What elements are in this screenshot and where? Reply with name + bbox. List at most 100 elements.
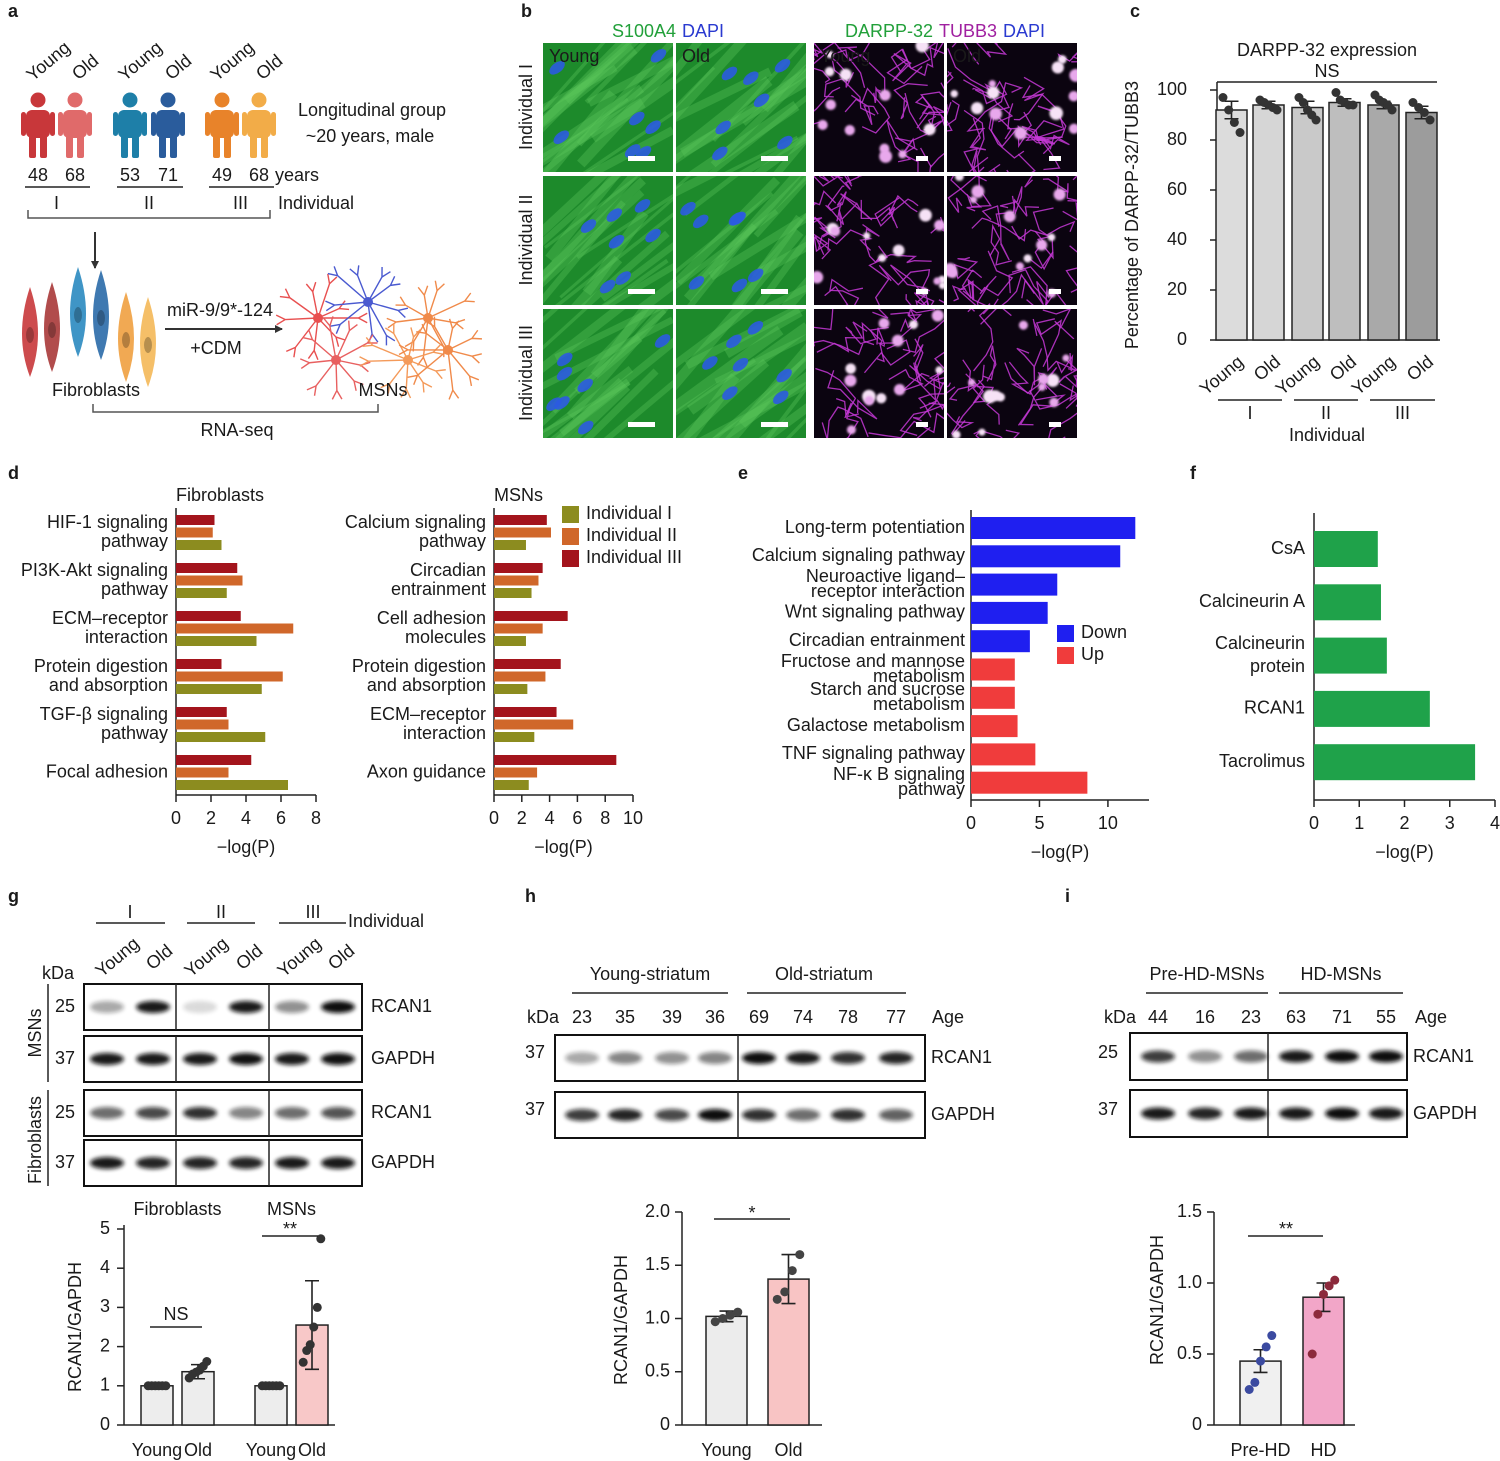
- soma: [1068, 90, 1077, 102]
- category-label: interaction: [85, 627, 168, 647]
- cell-fiber: [555, 377, 626, 438]
- data-point: [1224, 105, 1234, 115]
- category-label: Long-term potentiation: [785, 517, 965, 537]
- cell-fiber: [568, 384, 631, 438]
- bar: [176, 540, 222, 550]
- person-arm: [21, 112, 26, 136]
- cell-fiber: [758, 403, 806, 438]
- neurite: [1042, 309, 1075, 340]
- cell-fiber: [725, 343, 806, 438]
- legend-swatch: [1057, 625, 1074, 642]
- label: Fibroblasts: [25, 1096, 45, 1184]
- dendrite: [325, 300, 369, 312]
- protein-label: GAPDH: [931, 1104, 995, 1124]
- neurite: [912, 382, 944, 422]
- micrograph: [947, 176, 1077, 305]
- cell-fiber: [543, 97, 629, 164]
- scale-bar: [1049, 289, 1061, 294]
- bar: [1302, 1296, 1345, 1426]
- bar: [971, 715, 1018, 738]
- dendrite: [330, 301, 369, 334]
- blot-band: [655, 1109, 689, 1121]
- x-tick-label: 2: [1399, 813, 1409, 833]
- dendrite: [386, 317, 429, 329]
- nucleus: [774, 58, 791, 73]
- neurite: [845, 326, 889, 345]
- neurite: [844, 402, 860, 438]
- x-tick-label: 0: [171, 808, 181, 828]
- row-label: Individual I: [516, 64, 536, 150]
- bar: [176, 755, 252, 765]
- person-leg: [250, 134, 257, 158]
- cell-fiber: [587, 56, 673, 107]
- cell-fiber: [687, 223, 757, 305]
- blot-band: [1279, 1050, 1313, 1063]
- soma: [423, 313, 433, 323]
- soma: [846, 425, 856, 435]
- bar: [971, 658, 1015, 681]
- person-body: [156, 110, 180, 138]
- cell-fiber: [600, 242, 673, 302]
- bar: [176, 671, 283, 682]
- cell-fiber: [724, 309, 803, 359]
- category-label: Tacrolimus: [1219, 751, 1305, 771]
- cell-fiber: [571, 255, 623, 305]
- blot-band: [1188, 1050, 1222, 1063]
- panel-letter: h: [525, 886, 536, 906]
- category-label: and absorption: [367, 675, 486, 695]
- soma: [403, 355, 413, 365]
- x-tick-label: 0: [489, 808, 499, 828]
- soma: [1053, 188, 1066, 201]
- bar: [1291, 106, 1324, 341]
- nucleus: [743, 71, 759, 86]
- neurite: [814, 309, 834, 347]
- kda: 25: [1098, 1042, 1118, 1062]
- neurite: [984, 83, 1014, 123]
- label: Individual: [348, 911, 424, 931]
- cell-fiber: [543, 176, 639, 284]
- annotation: *: [748, 1203, 755, 1223]
- neurite: [1008, 361, 1047, 396]
- panel-letter: f: [1190, 463, 1197, 483]
- neurite: [989, 223, 1012, 266]
- blot-band: [1279, 1107, 1313, 1120]
- label: Young-striatum: [590, 964, 710, 984]
- scale-bar: [1049, 156, 1061, 161]
- micrograph-bg: [947, 309, 1077, 438]
- category-label: CsA: [1271, 538, 1305, 558]
- micrograph: [676, 176, 806, 305]
- person-body: [118, 110, 142, 138]
- bar: [176, 707, 227, 717]
- x-tick-label: 6: [276, 808, 286, 828]
- cell-fiber: [559, 337, 673, 436]
- x-tick-label: 0: [966, 813, 976, 833]
- cell-fiber: [676, 43, 703, 77]
- blot-band: [136, 1107, 170, 1119]
- neurite: [844, 98, 879, 125]
- bar: [1328, 101, 1361, 341]
- protein-label: RCAN1: [371, 996, 432, 1016]
- nucleus: [48, 322, 56, 338]
- label: Fibroblasts: [52, 380, 140, 400]
- cell-fiber: [742, 64, 806, 126]
- soma: [931, 309, 944, 322]
- blot-band: [1369, 1050, 1403, 1063]
- soma: [978, 428, 986, 436]
- neurite: [1013, 76, 1045, 121]
- person-arm: [87, 112, 92, 136]
- cell-fiber: [676, 176, 717, 197]
- micrograph: [676, 43, 806, 172]
- bar: [1252, 104, 1285, 341]
- y-tick-label: 4: [100, 1257, 110, 1277]
- soma: [1038, 383, 1046, 391]
- neurite: [950, 176, 983, 212]
- label: ~20 years, male: [306, 126, 435, 146]
- category-label: interaction: [403, 723, 486, 743]
- neurite: [966, 82, 1024, 132]
- dendrite: [427, 292, 475, 319]
- bar: [971, 771, 1088, 794]
- cell-fiber: [683, 176, 739, 216]
- soma: [826, 50, 834, 59]
- micrograph: [543, 43, 673, 172]
